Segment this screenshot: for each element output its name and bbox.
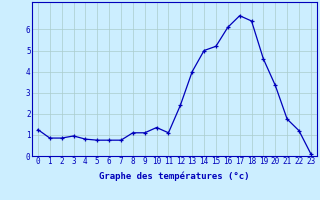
X-axis label: Graphe des températures (°c): Graphe des températures (°c) bbox=[99, 172, 250, 181]
